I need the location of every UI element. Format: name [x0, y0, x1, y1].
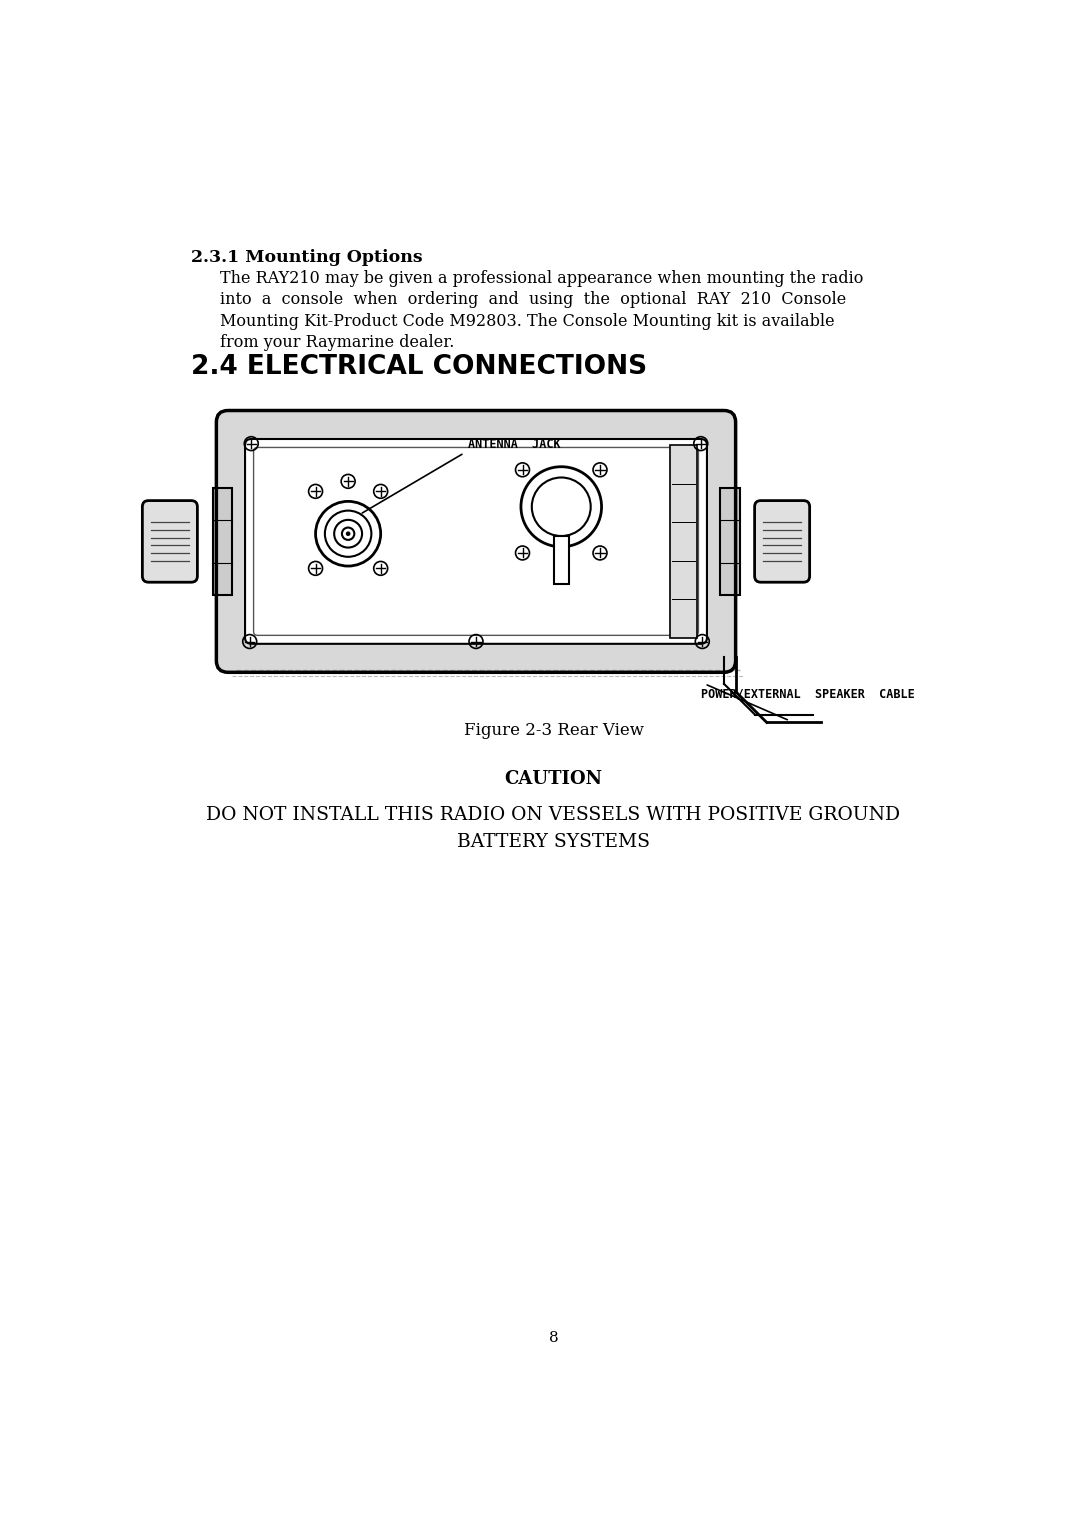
- Text: 2.4 ELECTRICAL CONNECTIONS: 2.4 ELECTRICAL CONNECTIONS: [191, 354, 647, 380]
- Text: Mounting Kit-Product Code M92803. The Console Mounting kit is available: Mounting Kit-Product Code M92803. The Co…: [220, 313, 835, 330]
- Text: BATTERY SYSTEMS: BATTERY SYSTEMS: [457, 833, 650, 851]
- FancyBboxPatch shape: [216, 411, 735, 672]
- Text: from your Raymarine dealer.: from your Raymarine dealer.: [220, 335, 455, 351]
- Bar: [213, 487, 232, 594]
- Bar: [554, 536, 569, 584]
- Text: 8: 8: [549, 1331, 558, 1345]
- Text: DO NOT INSTALL THIS RADIO ON VESSELS WITH POSITIVE GROUND: DO NOT INSTALL THIS RADIO ON VESSELS WIT…: [206, 805, 901, 824]
- Text: CAUTION: CAUTION: [504, 770, 603, 788]
- Text: Figure 2-3 Rear View: Figure 2-3 Rear View: [463, 723, 644, 740]
- FancyBboxPatch shape: [755, 501, 810, 582]
- Bar: [670, 445, 697, 637]
- Bar: [720, 487, 740, 594]
- Text: POWER/EXTERNAL  SPEAKER  CABLE: POWER/EXTERNAL SPEAKER CABLE: [701, 688, 915, 701]
- FancyBboxPatch shape: [143, 501, 198, 582]
- Text: 2.3.1 Mounting Options: 2.3.1 Mounting Options: [191, 249, 422, 266]
- Text: The RAY210 may be given a professional appearance when mounting the radio: The RAY210 may be given a professional a…: [220, 269, 864, 287]
- Circle shape: [346, 532, 350, 536]
- FancyBboxPatch shape: [245, 439, 707, 643]
- Text: ANTENNA  JACK: ANTENNA JACK: [469, 439, 561, 451]
- Text: into  a  console  when  ordering  and  using  the  optional  RAY  210  Console: into a console when ordering and using t…: [220, 292, 847, 309]
